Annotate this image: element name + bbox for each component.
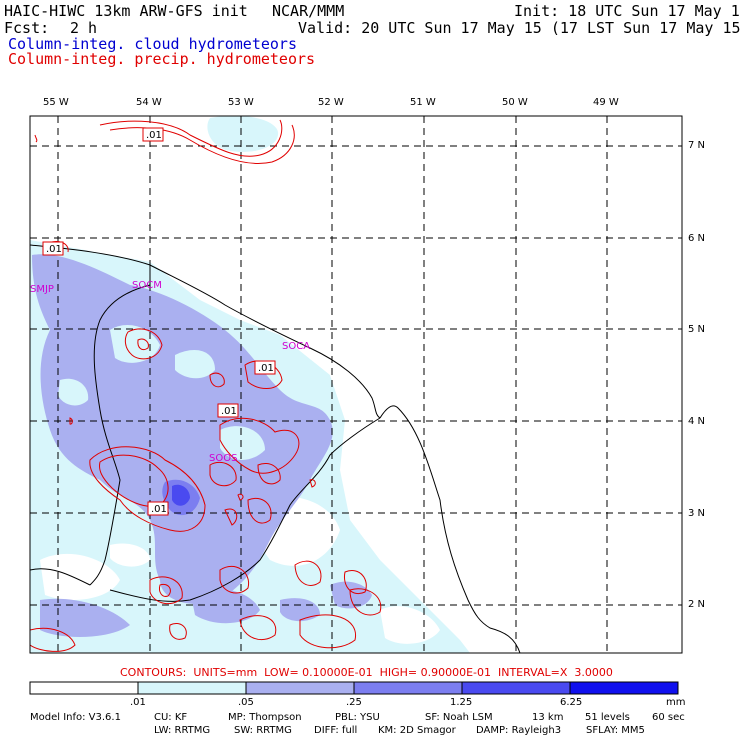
map-border: [29, 115, 683, 654]
lat-label: 4 N: [688, 416, 706, 427]
station-label: SOOS: [209, 453, 237, 464]
footer-cu: CU: KF: [154, 712, 188, 723]
station-label: SOCA: [282, 341, 310, 352]
footer-timestep: 60 sec: [652, 712, 685, 723]
station-group: SMJP SOCM SOCA SOOS: [30, 280, 310, 464]
contour-info: CONTOURS: UNITS=mm LOW= 0.10000E-01 HIGH…: [120, 666, 613, 679]
footer-levels: 51 levels: [585, 712, 630, 723]
lat-label: 7 N: [688, 140, 706, 151]
footer-km: KM: 2D Smagor: [378, 725, 456, 736]
footer-sflay: SFLAY: MM5: [586, 725, 645, 736]
cloud-gap: [40, 496, 440, 644]
contour-label: .01: [146, 130, 162, 141]
legend-precip: Column-integ. precip. hydrometeors: [8, 50, 316, 68]
lat-label: 3 N: [688, 508, 706, 519]
contour-label: .01: [46, 244, 62, 255]
footer-lw: LW: RRTMG: [154, 725, 211, 736]
footer-pbl: PBL: YSU: [335, 712, 380, 723]
lat-label: 6 N: [688, 233, 706, 244]
valid-time: Valid: 20 UTC Sun 17 May 15 (17 LST Sun …: [298, 19, 740, 37]
lon-label: 50 W: [502, 97, 528, 108]
footer-damp: DAMP: Rayleigh3: [476, 725, 562, 736]
lon-label: 49 W: [593, 97, 619, 108]
lat-label: 5 N: [688, 324, 706, 335]
colorbar-tick: .01: [130, 697, 146, 708]
lat-label: 2 N: [688, 599, 706, 610]
colorbar-tick: 1.25: [450, 697, 473, 708]
colorbar: [29, 681, 679, 695]
lon-label: 53 W: [228, 97, 254, 108]
coastline: [30, 244, 521, 653]
lon-label: 54 W: [136, 97, 162, 108]
footer-model: Model Info: V3.6.1: [30, 712, 121, 723]
footer-res: 13 km: [532, 712, 564, 723]
footer-diff: DIFF: full: [314, 725, 358, 736]
colorbar-tick: .25: [346, 697, 362, 708]
cloud-medium-field: [32, 254, 372, 637]
lon-label: 55 W: [43, 97, 69, 108]
colorbar-tick: .05: [238, 697, 254, 708]
fcst-label: Fcst:: [4, 19, 50, 37]
contour-label-group: .01 .01 .01 .01 .01: [42, 127, 276, 516]
colorbar-unit: mm: [666, 697, 686, 708]
contour-label: .01: [258, 363, 274, 374]
model-title: HAIC-HIWC 13km ARW-GFS init: [4, 2, 248, 20]
contour-label: .01: [151, 504, 167, 515]
grid-lines: [30, 116, 682, 653]
footer-mp: MP: Thompson: [228, 712, 302, 723]
colorbar-tick: 6.25: [560, 697, 583, 708]
footer-sw: SW: RRTMG: [234, 725, 292, 736]
fcst-value: 2 h: [70, 19, 98, 37]
org-label: NCAR/MMM: [272, 2, 345, 20]
station-label: SOCM: [132, 280, 162, 291]
init-time: Init: 18 UTC Sun 17 May 15: [514, 2, 740, 20]
legend-cloud: Column-integ. cloud hydrometeors: [8, 35, 297, 53]
precip-contours: [30, 119, 382, 652]
lon-label: 51 W: [410, 97, 436, 108]
footer-sf: SF: Noah LSM: [425, 712, 493, 723]
station-label: SMJP: [30, 284, 54, 295]
contour-label: .01: [221, 406, 237, 417]
lon-label: 52 W: [318, 97, 344, 108]
